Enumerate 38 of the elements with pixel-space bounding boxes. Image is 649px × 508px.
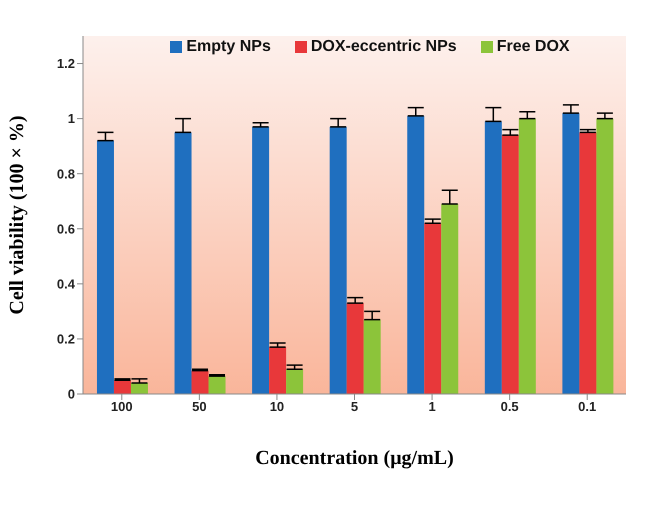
bar (252, 126, 270, 394)
bar (192, 370, 209, 394)
bar (424, 223, 442, 394)
bar (364, 320, 381, 394)
y-tick-label: 0.4 (56, 276, 76, 292)
y-tick-label: 1 (68, 111, 75, 126)
x-tick-label: 1 (428, 399, 436, 414)
legend-label: DOX-eccentric NPs (310, 38, 457, 55)
bar (518, 118, 536, 394)
bar (286, 369, 304, 394)
bar (596, 118, 614, 394)
x-tick-label: 0.5 (500, 399, 519, 414)
bar (484, 121, 502, 394)
legend-label: Empty NPs (186, 38, 271, 55)
y-tick-label: 0.8 (56, 166, 75, 182)
x-tick-label: 5 (350, 399, 358, 414)
x-axis-title: Concentration (μg/mL) (255, 447, 454, 469)
y-axis-title: Cell viability (100 × %) (6, 115, 28, 315)
y-tick-label: 0.2 (56, 332, 75, 347)
bar (330, 126, 347, 394)
y-tick-label: 0.6 (56, 221, 75, 236)
bar (562, 113, 580, 394)
legend-label: Free DOX (496, 38, 570, 55)
bar (208, 376, 226, 394)
x-tick-label: 100 (110, 399, 133, 414)
bar (174, 132, 192, 394)
x-tick-label: 50 (192, 399, 207, 414)
bar (346, 303, 364, 394)
x-tick-label: 10 (270, 399, 284, 414)
bar (502, 135, 519, 394)
y-tick-label: 1.2 (56, 56, 75, 72)
x-tick-label: 0.1 (578, 399, 596, 414)
bar (269, 347, 286, 394)
bar (579, 132, 596, 394)
bar (441, 204, 458, 394)
y-tick-label: 0 (68, 386, 75, 402)
bar (96, 140, 114, 394)
bar (407, 116, 424, 394)
